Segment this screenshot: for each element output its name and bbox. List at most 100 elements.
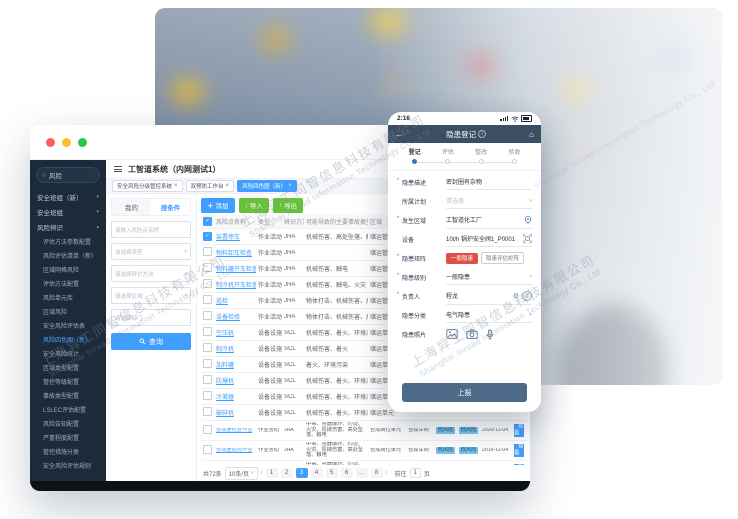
- page-number-button[interactable]: 3: [295, 468, 308, 478]
- page-number-button[interactable]: 8: [370, 468, 383, 478]
- filter-select[interactable]: 请选择辨识方法 ▾: [111, 265, 191, 282]
- field-隐患描述[interactable]: 密封圈有杂物: [446, 175, 532, 190]
- per-page-select[interactable]: 10条/页 ▾: [224, 466, 258, 480]
- page-number-button[interactable]: 6: [340, 468, 353, 478]
- filter-input[interactable]: 请选择部门: [111, 309, 191, 326]
- page-number-button[interactable]: 2: [280, 468, 293, 478]
- close-window-button[interactable]: [46, 137, 55, 147]
- filter-input[interactable]: 请输入风险点名称: [111, 221, 191, 238]
- risk-point-link[interactable]: 物料罐开车检查: [216, 267, 256, 273]
- row-checkbox[interactable]: [203, 359, 212, 368]
- field-设备[interactable]: 10t/h 锅炉安全阀1_P0001: [446, 232, 532, 247]
- field-发生区域[interactable]: 工智道化工厂: [446, 213, 532, 229]
- select-all-checkbox[interactable]: ✓: [203, 217, 212, 226]
- risk-point-link[interactable]: 加料罐: [216, 363, 235, 369]
- sidebar-item[interactable]: 严重程度配置: [30, 430, 106, 444]
- goto-page-input[interactable]: 1: [409, 468, 421, 478]
- minimize-window-button[interactable]: [62, 137, 71, 147]
- page-number-button[interactable]: 1: [265, 468, 278, 478]
- sidebar-item[interactable]: 区域风险: [30, 304, 106, 318]
- tab-chip[interactable]: 安全风险分级管控系统 ×: [112, 180, 183, 192]
- view-button[interactable]: 查看: [514, 423, 524, 438]
- image-icon[interactable]: [446, 329, 458, 339]
- search-button[interactable]: 查询: [111, 333, 191, 350]
- field-隐患矩阵[interactable]: 一般隐患 隐患评估矩阵: [446, 250, 532, 267]
- field-隐患级别[interactable]: 一般隐患 ▾: [446, 270, 532, 285]
- view-button[interactable]: 查看: [514, 463, 524, 465]
- close-icon[interactable]: ×: [225, 183, 230, 189]
- risk-point-link[interactable]: 防爆机: [216, 379, 235, 385]
- at-icon[interactable]: @: [522, 290, 532, 301]
- mic-icon[interactable]: [486, 329, 494, 340]
- home-icon[interactable]: ⌂: [529, 129, 534, 139]
- row-checkbox[interactable]: [203, 247, 212, 256]
- risk-point-link[interactable]: 物料卸车检查: [216, 251, 253, 257]
- tab-chip[interactable]: 双预防工作台 ×: [185, 180, 235, 192]
- back-arrow-icon[interactable]: ←: [395, 129, 403, 139]
- row-checkbox[interactable]: [203, 279, 212, 288]
- prev-page-button[interactable]: ‹: [260, 470, 263, 476]
- row-checkbox[interactable]: [203, 327, 212, 336]
- risk-point-link[interactable]: 制冷机开车检查: [216, 283, 256, 289]
- sidebar-item[interactable]: 安全风险评估规则: [30, 458, 106, 472]
- camera-icon[interactable]: [466, 329, 478, 339]
- gear-icon[interactable]: ⚙: [512, 292, 519, 300]
- sidebar-item[interactable]: 安全风险统计: [30, 346, 106, 360]
- field-负责人[interactable]: 程龙 ⚙ @: [446, 289, 532, 305]
- tab-chip[interactable]: 风险四色图（新） ×: [237, 180, 297, 192]
- filter-select[interactable]: 请选择区域 ▾: [111, 287, 191, 304]
- field-所属计划[interactable]: 请选择 ▾: [446, 194, 532, 209]
- risk-point-link[interactable]: 制冷机: [216, 347, 235, 353]
- risk-point-link[interactable]: 空压机: [216, 331, 235, 337]
- risk-point-link[interactable]: 合成釜巡检作业: [216, 447, 253, 453]
- risk-point-link[interactable]: 装置停车: [216, 235, 241, 241]
- hazard-matrix-button[interactable]: 隐患评估矩阵: [481, 252, 525, 264]
- info-icon[interactable]: i: [478, 130, 487, 138]
- next-page-button[interactable]: ›: [385, 470, 388, 476]
- close-icon[interactable]: ×: [288, 183, 292, 189]
- sidebar-item[interactable]: 安全风险评估表: [30, 318, 106, 332]
- row-checkbox[interactable]: [203, 444, 212, 454]
- sidebar-item[interactable]: 风险单元库: [30, 290, 106, 304]
- row-checkbox[interactable]: [203, 407, 212, 416]
- step-label[interactable]: 登记: [408, 150, 421, 156]
- submit-button[interactable]: 上报: [402, 383, 527, 402]
- sidebar-item[interactable]: 管控等级配置: [30, 374, 106, 388]
- field-隐患照片[interactable]: [446, 327, 532, 343]
- step-label[interactable]: 整改: [475, 150, 488, 156]
- risk-point-link[interactable]: 合成釜检查作业: [216, 427, 253, 433]
- sidebar-item[interactable]: 事故类型配置: [30, 388, 106, 402]
- sidebar-item[interactable]: 风险评估清单（新）: [30, 248, 106, 262]
- sidebar-item[interactable]: 区域网格风险: [30, 262, 106, 276]
- step-label[interactable]: 评估: [441, 150, 454, 156]
- row-checkbox[interactable]: [203, 295, 212, 304]
- hamburger-menu-icon[interactable]: [114, 165, 122, 174]
- row-checkbox[interactable]: ✓: [203, 232, 212, 241]
- field-隐患分类[interactable]: 电气隐患 ▾: [446, 308, 532, 323]
- sidebar-item[interactable]: 区域类型配置: [30, 360, 106, 374]
- sidebar-item[interactable]: LSLEC评估配置: [30, 402, 106, 416]
- close-icon[interactable]: ×: [174, 183, 178, 189]
- row-checkbox[interactable]: [203, 424, 212, 434]
- import-button[interactable]: ↓ 导入: [238, 197, 269, 213]
- sidebar-item[interactable]: 风险辨识 ▴: [30, 219, 106, 234]
- sidebar-search-input[interactable]: ○ 风险: [36, 167, 100, 183]
- step-label[interactable]: 验收: [508, 150, 521, 156]
- add-button[interactable]: ＋添加: [201, 197, 235, 213]
- page-number-button[interactable]: 4: [310, 468, 323, 478]
- scan-icon[interactable]: [523, 234, 532, 243]
- sidebar-item[interactable]: 评估方法参数配置: [30, 234, 106, 248]
- maximize-window-button[interactable]: [78, 137, 87, 147]
- sidebar-item[interactable]: 管控措施分类: [30, 444, 106, 458]
- filter-tab[interactable]: 搜条件: [151, 199, 190, 215]
- filter-select[interactable]: 请选择类型 ▾: [111, 243, 191, 260]
- filter-tab[interactable]: 我的: [125, 205, 138, 212]
- view-button[interactable]: 查看: [514, 443, 524, 458]
- page-number-button[interactable]: 5: [325, 468, 338, 478]
- row-checkbox[interactable]: [203, 311, 212, 320]
- risk-point-link[interactable]: 设备检修: [216, 315, 241, 321]
- sidebar-item[interactable]: 安全班组（新） ▾: [30, 189, 106, 204]
- sidebar-item[interactable]: 风险四色图（新）: [30, 332, 106, 346]
- row-checkbox[interactable]: [203, 263, 212, 272]
- risk-point-link[interactable]: 巡检: [216, 299, 229, 305]
